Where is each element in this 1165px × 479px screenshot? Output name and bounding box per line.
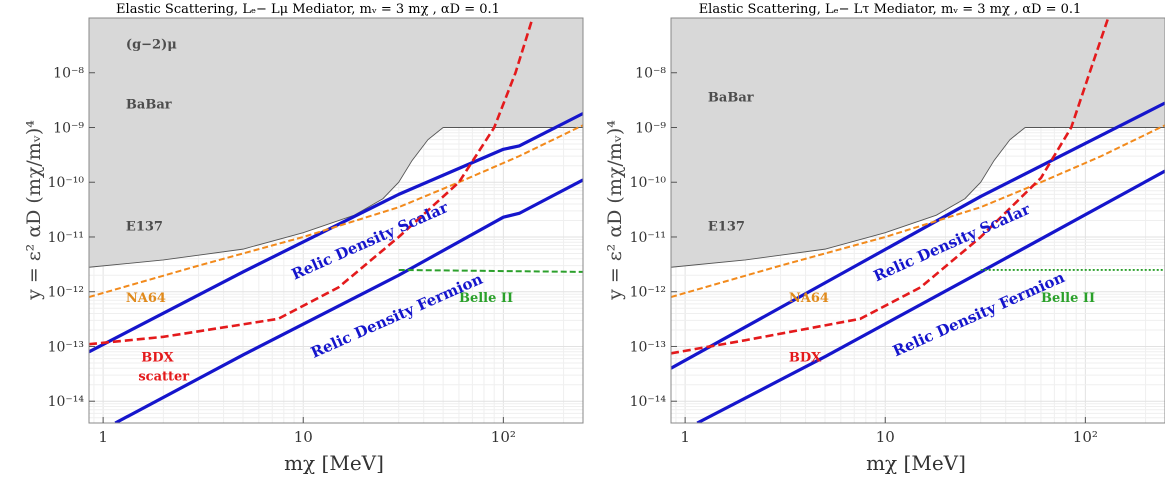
series-line-relic-density-fermion <box>696 169 1165 423</box>
annotation-label: scatter <box>138 369 189 384</box>
annotation-label: NA64 <box>789 291 829 306</box>
annotation-label: BaBar <box>708 90 754 105</box>
y-tick-label: 10⁻¹³ <box>48 339 84 355</box>
plot-frame <box>670 17 1165 424</box>
y-tick-label: 10⁻¹⁰ <box>48 175 85 191</box>
x-tick-label: 10² <box>1073 428 1098 446</box>
series-line-relic-density-fermion <box>114 178 583 423</box>
y-tick-label: 10⁻⁸ <box>635 66 666 82</box>
annotation-label: E137 <box>126 220 163 235</box>
y-tick-label: 10⁻⁹ <box>635 120 666 136</box>
y-tick-label: 10⁻¹⁰ <box>630 175 667 191</box>
x-tick-label: 10² <box>491 428 516 446</box>
x-tick-label: 10 <box>294 428 313 446</box>
annotation-label: Belle II <box>459 291 513 306</box>
series-line-belle-ii <box>398 268 583 273</box>
series-line-relic-density-scalar <box>89 112 583 354</box>
series-line-bdx-scatter <box>89 18 534 346</box>
series-line-na64 <box>671 124 1165 298</box>
annotation-label: (g−2)μ <box>126 37 177 52</box>
annotation-label: E137 <box>708 220 745 235</box>
region-boundary-e137 <box>89 127 444 268</box>
x-axis-label: mχ [MeV] <box>284 451 384 475</box>
series-line-na64 <box>89 124 583 298</box>
y-axis-label: y = ε² αD (mχ/mᵥ)⁴ <box>23 120 45 301</box>
region-e137 <box>671 18 1026 268</box>
series-line-bdx <box>671 18 1110 355</box>
y-tick-label: 10⁻¹⁴ <box>48 394 85 410</box>
x-tick-label: 1 <box>680 428 690 446</box>
region-e137 <box>89 18 444 268</box>
plot-frame <box>88 17 584 424</box>
y-tick-label: 10⁻¹² <box>630 285 666 301</box>
series-line-relic-density-scalar <box>671 101 1165 370</box>
y-tick-label: 10⁻¹⁴ <box>630 394 667 410</box>
y-tick-label: 10⁻¹³ <box>630 339 666 355</box>
annotation-label: NA64 <box>126 291 166 306</box>
y-tick-label: 10⁻¹¹ <box>48 230 84 246</box>
y-tick-label: 10⁻⁸ <box>53 66 84 82</box>
chart-right: Elastic Scattering, Lₑ− Lτ Mediator, mᵥ … <box>604 2 1165 475</box>
y-tick-label: 10⁻⁹ <box>53 120 84 136</box>
x-tick-label: 1 <box>98 428 108 446</box>
region-boundary-e137 <box>671 127 1026 268</box>
y-axis-label: y = ε² αD (mχ/mᵥ)⁴ <box>604 120 626 301</box>
y-tick-label: 10⁻¹¹ <box>630 230 666 246</box>
y-tick-label: 10⁻¹² <box>48 285 84 301</box>
chart-title: Elastic Scattering, Lₑ− Lμ Mediator, mᵥ … <box>116 2 500 17</box>
x-axis-label: mχ [MeV] <box>866 451 966 475</box>
annotation-label: Belle II <box>1041 291 1095 306</box>
annotation-label: BDX <box>789 351 822 366</box>
chart-title: Elastic Scattering, Lₑ− Lτ Mediator, mᵥ … <box>699 2 1082 17</box>
x-tick-label: 10 <box>876 428 895 446</box>
annotation-label: BaBar <box>126 98 172 113</box>
chart-left: Elastic Scattering, Lₑ− Lμ Mediator, mᵥ … <box>23 2 584 475</box>
annotation-label: BDX <box>141 351 174 366</box>
